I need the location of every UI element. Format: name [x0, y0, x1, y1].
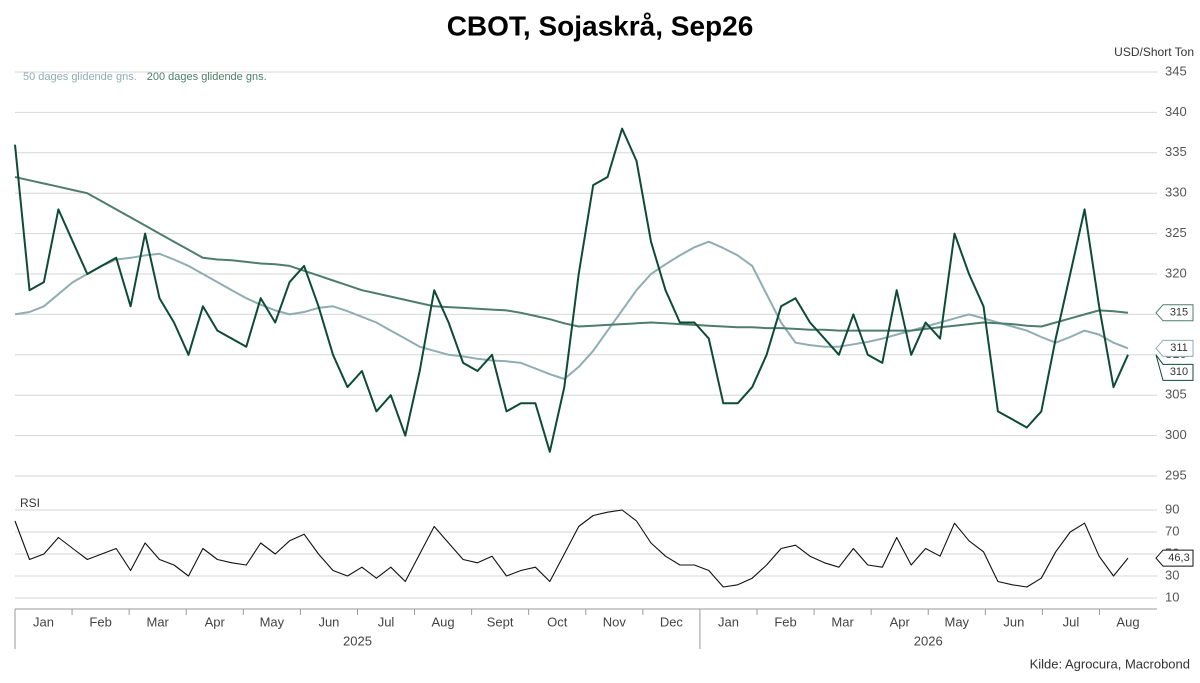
y-tick-label: 320	[1165, 265, 1187, 280]
y-tick-label: 345	[1165, 63, 1187, 78]
legend-entry: 200 dages glidende gns.	[147, 71, 267, 83]
x-tick-label: Apr	[890, 614, 911, 629]
x-group-label: 2025	[343, 633, 372, 648]
chart-title: CBOT, Sojaskrå, Sep26	[447, 10, 754, 41]
y-tick-label: 330	[1165, 185, 1187, 200]
y-tick-label: 10	[1165, 589, 1179, 604]
x-tick-label: Nov	[603, 614, 627, 629]
y-tick-label: 340	[1165, 104, 1187, 119]
end-label: 315	[1170, 307, 1188, 319]
x-tick-label: Mar	[146, 614, 169, 629]
x-tick-label: Jun	[318, 614, 339, 629]
end-label: 310	[1170, 366, 1188, 378]
x-tick-label: May	[944, 614, 969, 629]
x-tick-label: Jul	[1063, 614, 1080, 629]
y-tick-label: 335	[1165, 144, 1187, 159]
end-label-box	[1155, 304, 1194, 322]
x-tick-label: Jan	[33, 614, 54, 629]
x-tick-label: Jun	[1003, 614, 1024, 629]
y-tick-label: 30	[1165, 567, 1179, 582]
x-tick-label: Aug	[432, 614, 455, 629]
end-label-box	[1155, 354, 1194, 381]
x-tick-label: Mar	[831, 614, 854, 629]
end-label: 311	[1170, 342, 1188, 354]
x-tick-label: Sept	[487, 614, 514, 629]
y-tick-label: 90	[1165, 501, 1179, 516]
y-tick-label: 70	[1165, 523, 1179, 538]
rsi-label: RSI	[20, 496, 40, 510]
legend-entry: 50 dages glidende gns.	[23, 71, 137, 83]
x-tick-label: Dec	[660, 614, 684, 629]
y-tick-label: 305	[1165, 387, 1187, 402]
end-label-box	[1155, 339, 1194, 357]
y-tick-label: 300	[1165, 427, 1187, 442]
source: Kilde: Agrocura, Macrobond	[1030, 656, 1190, 671]
x-group-label: 2026	[914, 633, 943, 648]
end-label: 46,3	[1168, 552, 1189, 564]
series-line	[14, 127, 1129, 453]
x-tick-label: Apr	[205, 614, 226, 629]
end-label-box	[1155, 549, 1194, 567]
series-line	[14, 509, 1129, 588]
x-tick-label: May	[260, 614, 285, 629]
x-tick-label: Jul	[378, 614, 395, 629]
y-tick-label: 295	[1165, 467, 1187, 482]
x-tick-label: Jan	[718, 614, 739, 629]
y-axis-label: USD/Short Ton	[1114, 45, 1194, 59]
x-tick-label: Feb	[774, 614, 796, 629]
x-tick-label: Oct	[547, 614, 568, 629]
x-tick-label: Feb	[89, 614, 111, 629]
y-tick-label: 325	[1165, 225, 1187, 240]
x-tick-label: Aug	[1116, 614, 1139, 629]
